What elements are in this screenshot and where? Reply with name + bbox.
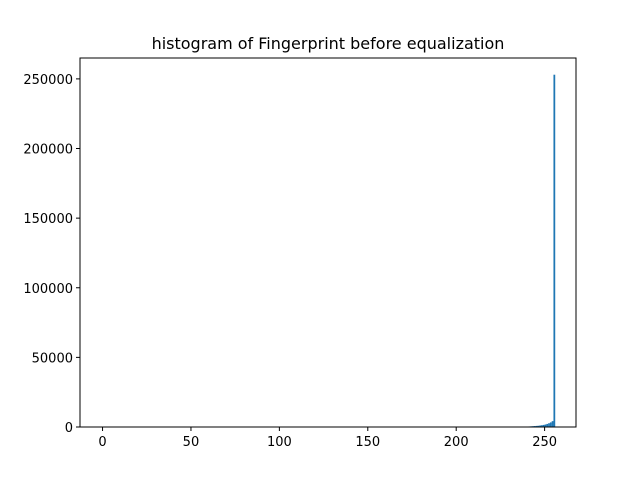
y-tick-label: 50000 [32,351,73,366]
plot-frame [79,57,577,428]
y-tick-label: 0 [65,421,73,436]
x-tick-label: 50 [183,435,200,450]
histogram-bar [535,425,538,427]
y-tick-label: 200000 [23,143,73,158]
histogram-bar [553,74,556,427]
y-tick-label: 100000 [23,282,73,297]
x-tick-label: 200 [444,435,469,450]
histogram-bar [537,425,540,427]
x-tick-label: 100 [267,435,292,450]
histogram-bar [542,424,545,427]
histogram-bar [551,421,554,427]
x-axis: 0 50 100 150 200 250 [98,427,557,450]
histogram-bar [548,423,550,427]
histogram-bar [549,422,552,427]
histogram-bar [541,425,543,427]
histogram-bar [539,425,542,427]
y-tick-label: 150000 [23,212,73,227]
y-tick-label: 250000 [23,73,73,88]
histogram-bars [526,74,556,427]
histogram-bar [546,423,549,427]
y-axis: 0 50000 100000 150000 200000 250000 [23,73,80,436]
histogram-bar [544,424,547,427]
x-tick-label: 150 [355,435,380,450]
x-tick-label: 0 [98,435,106,450]
x-tick-label: 250 [532,435,557,450]
chart-title: histogram of Fingerprint before equaliza… [152,34,505,53]
